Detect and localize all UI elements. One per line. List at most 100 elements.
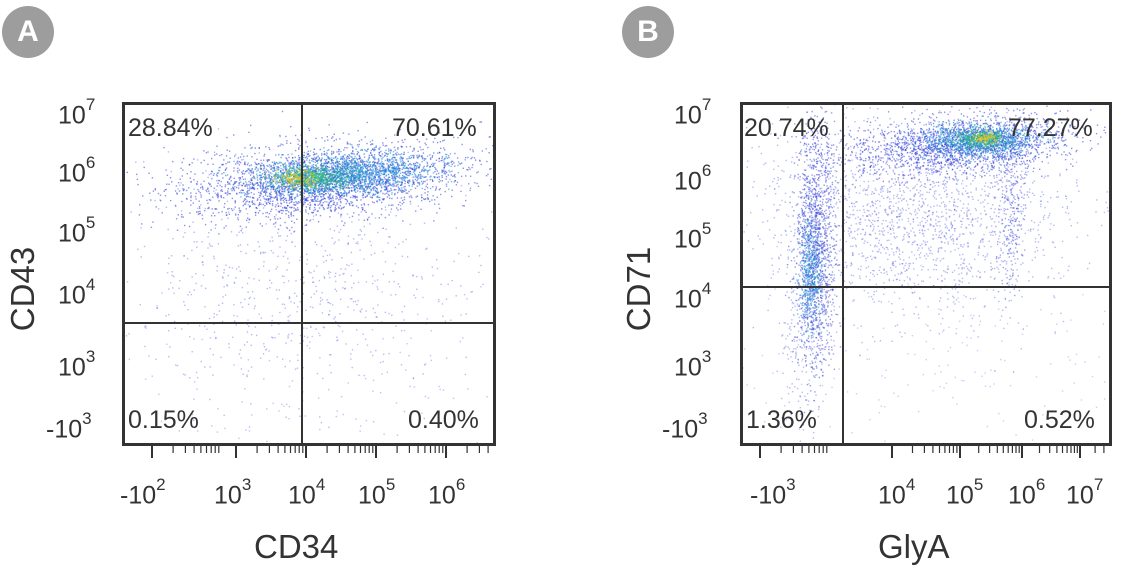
event-dot bbox=[389, 182, 391, 184]
event-dot bbox=[265, 185, 267, 187]
event-dot bbox=[371, 187, 374, 189]
event-dot bbox=[391, 169, 393, 172]
event-dot bbox=[403, 186, 405, 188]
event-dot bbox=[344, 288, 346, 290]
event-dot bbox=[445, 170, 447, 172]
event-dot bbox=[304, 202, 306, 204]
event-dot bbox=[208, 190, 210, 192]
event-dot bbox=[457, 136, 459, 139]
event-dot bbox=[203, 150, 205, 152]
event-dot bbox=[351, 215, 354, 218]
event-dot bbox=[334, 183, 336, 186]
event-dot bbox=[193, 188, 195, 190]
event-dot bbox=[426, 170, 429, 172]
event-dot bbox=[357, 182, 359, 185]
event-dot bbox=[331, 183, 333, 185]
event-dot bbox=[282, 164, 284, 166]
event-dot bbox=[323, 189, 326, 192]
event-dot bbox=[338, 170, 340, 173]
event-dot bbox=[307, 199, 309, 202]
event-dot bbox=[255, 182, 258, 184]
event-dot bbox=[296, 193, 298, 195]
event-dot bbox=[286, 207, 288, 210]
event-dot bbox=[265, 177, 268, 179]
event-dot bbox=[336, 188, 338, 191]
event-dot bbox=[378, 174, 380, 177]
event-dot bbox=[218, 211, 220, 214]
event-dot bbox=[273, 178, 275, 180]
event-dot bbox=[292, 183, 295, 185]
event-dot bbox=[262, 159, 265, 161]
event-dot bbox=[390, 164, 392, 166]
event-dot bbox=[270, 194, 272, 196]
event-dot bbox=[416, 154, 418, 157]
event-dot bbox=[464, 159, 466, 161]
event-dot bbox=[308, 177, 310, 180]
event-dot bbox=[252, 170, 255, 173]
event-dot bbox=[225, 168, 227, 171]
event-dot bbox=[289, 173, 291, 175]
event-dot bbox=[249, 181, 252, 184]
event-dot bbox=[273, 185, 275, 188]
event-dot bbox=[469, 168, 471, 170]
event-dot bbox=[432, 195, 434, 197]
event-dot bbox=[359, 191, 361, 193]
event-dot bbox=[438, 160, 440, 163]
event-dot bbox=[460, 184, 463, 187]
event-dot bbox=[221, 320, 224, 323]
event-dot bbox=[322, 198, 324, 200]
event-dot bbox=[275, 154, 277, 156]
event-dot bbox=[279, 176, 282, 179]
event-dot bbox=[201, 255, 204, 257]
event-dot bbox=[298, 148, 300, 150]
event-dot bbox=[327, 197, 329, 199]
event-dot bbox=[393, 154, 395, 156]
event-dot bbox=[385, 228, 387, 230]
event-dot bbox=[399, 128, 401, 131]
event-dot bbox=[429, 157, 432, 159]
event-dot bbox=[342, 207, 344, 209]
event-dot bbox=[277, 210, 280, 213]
event-dot bbox=[306, 177, 308, 180]
event-dot bbox=[367, 184, 369, 187]
event-dot bbox=[279, 194, 281, 196]
event-dot bbox=[282, 193, 284, 195]
event-dot bbox=[213, 151, 216, 153]
event-dot bbox=[258, 147, 260, 149]
event-dot bbox=[208, 192, 210, 195]
event-dot bbox=[249, 188, 251, 190]
event-dot bbox=[361, 207, 363, 209]
event-dot bbox=[393, 159, 395, 161]
event-dot bbox=[309, 207, 311, 209]
event-dot bbox=[316, 160, 318, 162]
event-dot bbox=[339, 198, 341, 200]
event-dot bbox=[274, 175, 277, 177]
event-dot bbox=[479, 121, 481, 123]
event-dot bbox=[379, 177, 382, 179]
event-dot bbox=[329, 166, 331, 169]
event-dot bbox=[447, 155, 450, 157]
event-dot bbox=[481, 150, 484, 152]
event-dot bbox=[314, 185, 316, 187]
event-dot bbox=[396, 175, 398, 177]
event-dot bbox=[248, 165, 251, 167]
event-dot bbox=[287, 280, 290, 282]
event-dot bbox=[450, 180, 453, 183]
event-dot bbox=[238, 161, 241, 163]
event-dot bbox=[295, 176, 297, 178]
event-dot bbox=[431, 199, 433, 201]
event-dot bbox=[431, 178, 433, 181]
event-dot bbox=[303, 151, 306, 154]
event-dot bbox=[235, 163, 237, 165]
event-dot bbox=[329, 188, 331, 190]
event-dot bbox=[244, 178, 247, 180]
event-dot bbox=[176, 193, 178, 195]
event-dot bbox=[306, 159, 308, 161]
event-dot bbox=[324, 166, 327, 168]
event-dot bbox=[391, 177, 393, 179]
event-dot bbox=[338, 149, 341, 151]
event-dot bbox=[391, 193, 393, 195]
event-dot bbox=[388, 281, 390, 283]
event-dot bbox=[331, 137, 333, 139]
event-dot bbox=[437, 152, 439, 154]
